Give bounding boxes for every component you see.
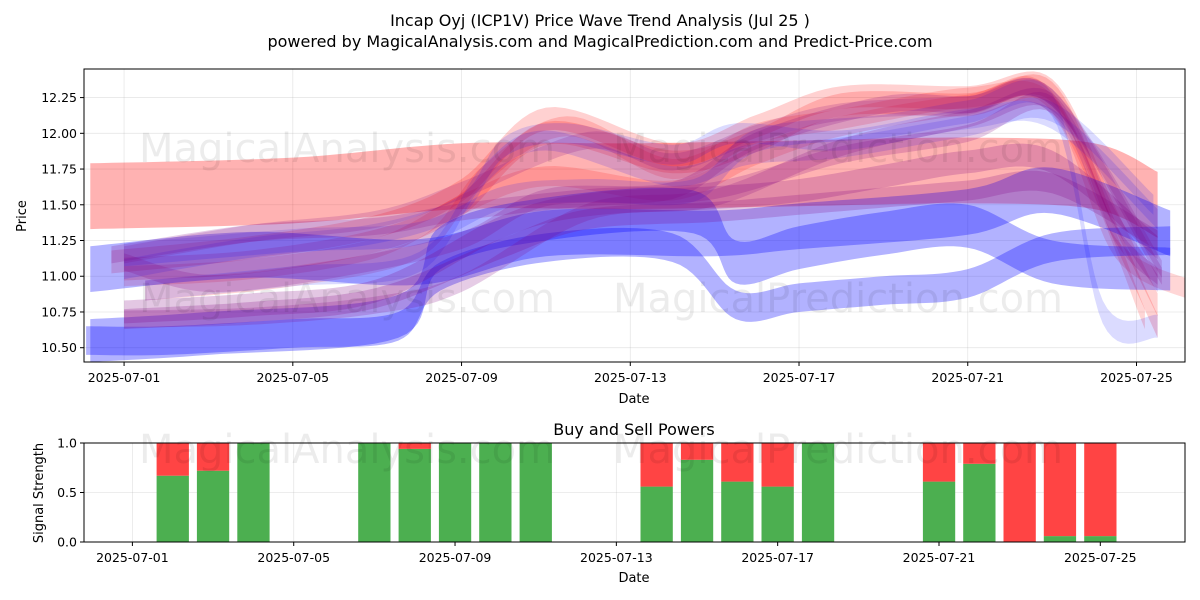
price-wave-band xyxy=(90,187,1171,362)
chart-title: Incap Oyj (ICP1V) Price Wave Trend Analy… xyxy=(390,11,810,30)
price-wave-band xyxy=(86,226,1171,356)
buy-power-bar xyxy=(963,463,996,542)
buy-power-bar xyxy=(438,443,472,542)
buy-power-bar xyxy=(801,443,835,542)
watermark-text: MagicalAnalysis.com xyxy=(139,276,555,322)
watermark-text: MagicalAnalysis.com xyxy=(139,126,555,172)
price-x-tick-label: 2025-07-05 xyxy=(256,370,329,385)
signal-x-tick-label: 2025-07-17 xyxy=(741,550,814,565)
price-wave-band xyxy=(124,143,1158,324)
buy-power-bar xyxy=(196,470,230,542)
sell-power-bar xyxy=(680,443,714,460)
price-y-tick-label: 12.00 xyxy=(41,126,77,141)
price-x-tick-label: 2025-07-13 xyxy=(594,370,667,385)
buy-power-bar xyxy=(640,486,673,542)
chart-subtitle: powered by MagicalAnalysis.com and Magic… xyxy=(267,32,932,51)
price-wave-band xyxy=(124,87,1158,328)
sell-power-bar xyxy=(156,443,189,476)
signal-bars xyxy=(156,443,1117,542)
sell-power-bar xyxy=(1003,443,1036,542)
price-panel: MagicalAnalysis.com MagicalPrediction.co… xyxy=(15,68,1186,407)
signal-x-tick-label: 2025-07-25 xyxy=(1064,550,1137,565)
signal-y-ticks: 0.0 0.5 1.0 xyxy=(57,436,84,550)
price-wave-band xyxy=(111,71,1158,317)
price-wave-band xyxy=(124,170,1158,330)
sell-power-bar xyxy=(1084,443,1117,537)
price-wave-band xyxy=(145,97,1154,301)
buy-power-bar xyxy=(761,486,794,542)
price-wave-band xyxy=(124,79,1158,344)
buy-power-bar xyxy=(479,443,512,542)
buy-power-bar xyxy=(922,481,956,542)
price-wave-band xyxy=(90,167,1171,292)
signal-x-tick-label: 2025-07-01 xyxy=(96,550,169,565)
price-x-tick-label: 2025-07-25 xyxy=(1100,370,1173,385)
signal-y-tick-label: 1.0 xyxy=(57,436,77,451)
sell-power-bar xyxy=(761,443,794,487)
price-wave-band xyxy=(145,80,1185,301)
price-wave-band xyxy=(111,91,1158,285)
watermark-text: MagicalAnalysis.com xyxy=(139,427,555,473)
signal-x-tick-label: 2025-07-05 xyxy=(257,550,330,565)
price-y-tick-label: 11.00 xyxy=(41,269,77,284)
signal-x-axis-label: Date xyxy=(618,571,649,586)
price-y-tick-label: 11.75 xyxy=(41,162,77,177)
price-y-tick-label: 11.25 xyxy=(41,233,77,248)
sell-power-bar xyxy=(640,443,673,487)
signal-y-tick-label: 0.5 xyxy=(57,485,77,500)
price-wave-band xyxy=(124,75,1145,330)
price-y-ticks: 10.50 10.75 11.00 11.25 11.50 11.75 12.00 12.25 xyxy=(41,90,84,355)
price-wave-band xyxy=(90,137,1158,238)
buy-power-bar xyxy=(237,443,270,542)
price-wave-band xyxy=(124,100,1158,280)
price-y-tick-label: 10.75 xyxy=(41,304,77,319)
buy-power-bar xyxy=(1084,536,1117,542)
signal-x-tick-label: 2025-07-09 xyxy=(419,550,492,565)
price-x-ticks: 2025-07-01 2025-07-05 2025-07-09 2025-07-13… xyxy=(88,362,1173,385)
price-watermarks: MagicalAnalysis.com MagicalPrediction.co… xyxy=(139,126,1063,322)
signal-x-tick-label: 2025-07-13 xyxy=(580,550,653,565)
sell-power-bar xyxy=(963,443,996,464)
signal-y-tick-label: 0.0 xyxy=(57,535,77,550)
sell-power-bar xyxy=(721,443,754,482)
price-wave-band xyxy=(124,74,1158,338)
buy-power-bar xyxy=(721,481,754,542)
signal-x-tick-label: 2025-07-21 xyxy=(903,550,976,565)
price-y-tick-label: 11.50 xyxy=(41,197,77,212)
signal-y-axis-label: Signal Strength xyxy=(32,443,47,543)
buy-power-bar xyxy=(398,448,431,542)
signal-panel: Buy and Sell Powers MagicalAnalysis.com … xyxy=(32,420,1186,586)
buy-power-bar xyxy=(1043,536,1077,542)
signal-watermarks: MagicalAnalysis.com MagicalPrediction.co… xyxy=(139,427,1063,473)
price-x-tick-label: 2025-07-09 xyxy=(425,370,498,385)
sell-power-bar xyxy=(196,443,230,471)
price-plot-frame xyxy=(83,68,1186,363)
price-x-tick-label: 2025-07-17 xyxy=(763,370,836,385)
buy-power-bar xyxy=(156,475,189,542)
buy-power-bar xyxy=(680,459,714,542)
price-y-tick-label: 10.50 xyxy=(41,340,77,355)
sell-power-bar xyxy=(398,443,431,449)
price-wave-bands xyxy=(86,71,1185,362)
signal-x-ticks: 2025-07-01 2025-07-05 2025-07-09 2025-07-13… xyxy=(96,542,1137,565)
watermark-text: MagicalPrediction.com xyxy=(613,427,1063,473)
sell-power-bar xyxy=(922,443,956,482)
buy-power-bar xyxy=(519,443,552,542)
price-wave-band xyxy=(124,78,1162,278)
price-y-tick-label: 12.25 xyxy=(41,90,77,105)
price-gridlines xyxy=(84,69,1185,362)
price-x-tick-label: 2025-07-01 xyxy=(88,370,161,385)
buy-power-bar xyxy=(358,443,391,542)
price-wave-band xyxy=(124,77,1162,293)
signal-panel-title: Buy and Sell Powers xyxy=(553,420,715,439)
price-x-tick-label: 2025-07-21 xyxy=(931,370,1004,385)
watermark-text: MagicalPrediction.com xyxy=(613,276,1063,322)
sell-power-bar xyxy=(1043,443,1077,537)
watermark-text: MagicalPrediction.com xyxy=(613,126,1063,172)
price-x-axis-label: Date xyxy=(618,392,649,407)
price-y-axis-label: Price xyxy=(15,200,30,232)
